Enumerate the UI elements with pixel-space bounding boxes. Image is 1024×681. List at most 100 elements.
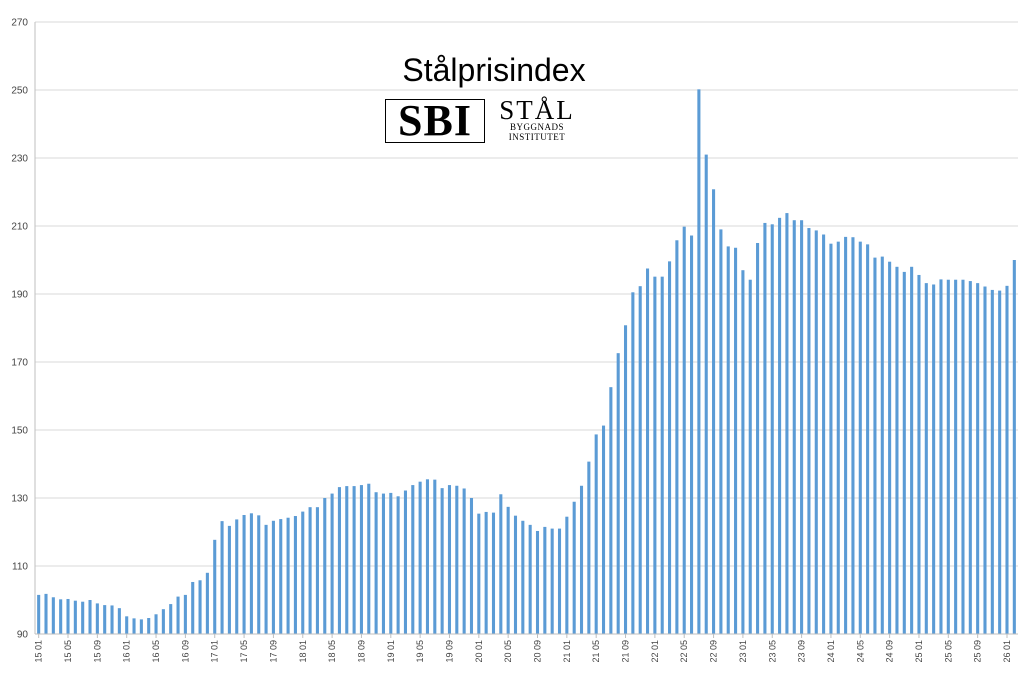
bar xyxy=(447,485,452,634)
x-tick-label: 24 05 xyxy=(855,640,865,663)
x-tick-label: 20 05 xyxy=(503,640,513,663)
bar xyxy=(998,290,1002,634)
bar xyxy=(594,434,598,634)
bar xyxy=(609,387,613,634)
bar xyxy=(726,246,730,634)
bar xyxy=(653,276,657,634)
bar xyxy=(822,234,826,634)
bar xyxy=(95,603,99,634)
bar xyxy=(484,511,488,634)
bar xyxy=(888,261,892,634)
bar xyxy=(983,286,987,634)
axes xyxy=(34,22,1018,638)
x-tick-label: 17 05 xyxy=(239,640,249,663)
bar xyxy=(756,243,760,634)
bar-series xyxy=(37,89,1016,635)
bar xyxy=(954,279,958,634)
bar xyxy=(315,507,319,634)
bar xyxy=(183,594,187,634)
stal-logo: STÅL BYGGNADS INSTITUTET xyxy=(497,95,577,143)
bar xyxy=(213,539,217,634)
stal-logo-text: STÅL xyxy=(499,95,575,125)
bar xyxy=(37,594,41,634)
bar xyxy=(565,516,569,634)
bar xyxy=(690,235,694,634)
bar xyxy=(829,243,833,634)
bar xyxy=(51,597,55,634)
bar xyxy=(910,266,914,634)
bar xyxy=(198,580,202,634)
bar xyxy=(154,614,158,634)
bar xyxy=(506,506,510,634)
bar xyxy=(939,279,943,634)
y-tick-label: 190 xyxy=(11,290,28,301)
bar xyxy=(88,600,92,634)
x-tick-label: 25 01 xyxy=(914,640,924,663)
bar xyxy=(924,283,928,634)
bar xyxy=(836,241,840,634)
bar xyxy=(257,515,261,634)
x-tick-label: 17 01 xyxy=(210,640,220,663)
y-tick-label: 110 xyxy=(12,562,28,573)
bar xyxy=(433,479,437,634)
x-tick-label: 16 05 xyxy=(151,640,161,663)
bar xyxy=(205,572,209,634)
x-tick-label: 22 09 xyxy=(709,640,719,663)
y-tick-label: 230 xyxy=(11,154,28,165)
bar xyxy=(968,281,972,634)
bar xyxy=(103,605,107,634)
x-tick-label: 22 01 xyxy=(650,640,660,663)
stal-logo-line1: BYGGNADS xyxy=(509,122,564,132)
bar xyxy=(660,276,664,634)
x-tick-label: 22 05 xyxy=(679,640,689,663)
bar xyxy=(770,224,774,635)
bar xyxy=(521,520,525,634)
x-tick-label: 18 05 xyxy=(327,640,337,663)
y-tick-label: 250 xyxy=(11,86,28,97)
chart-title: Stålprisindex xyxy=(402,52,585,88)
bar xyxy=(719,229,723,634)
x-tick-label: 25 09 xyxy=(973,640,983,663)
stal-logo-line2: INSTITUTET xyxy=(508,132,566,142)
bar xyxy=(161,609,165,634)
bar xyxy=(902,271,906,634)
bar xyxy=(528,524,532,634)
bar xyxy=(117,608,121,634)
bar xyxy=(411,485,415,634)
y-tick-label: 210 xyxy=(11,222,28,233)
bar xyxy=(800,220,804,634)
bar xyxy=(389,492,393,634)
bar xyxy=(866,244,870,635)
bar xyxy=(785,213,789,634)
x-tick-label: 21 09 xyxy=(621,640,631,663)
bar xyxy=(668,261,672,634)
bar xyxy=(132,618,136,634)
x-tick-label: 20 01 xyxy=(474,640,484,663)
x-tick-label: 19 01 xyxy=(386,640,396,663)
bar xyxy=(1012,260,1016,634)
x-tick-label: 26 01 xyxy=(1002,640,1012,663)
x-tick-label: 23 05 xyxy=(767,640,777,663)
bar xyxy=(110,605,114,634)
bar xyxy=(623,325,628,634)
bar xyxy=(858,241,862,634)
bar xyxy=(176,596,180,634)
x-tick-label: 18 01 xyxy=(298,640,308,663)
bar xyxy=(264,524,268,634)
bar xyxy=(425,479,430,634)
y-tick-label: 150 xyxy=(11,426,28,437)
bar xyxy=(125,616,129,634)
bar xyxy=(330,493,334,634)
bar xyxy=(337,487,341,634)
bar xyxy=(880,256,884,634)
bar xyxy=(169,604,173,634)
bar xyxy=(227,525,231,634)
bar xyxy=(543,526,547,634)
bar xyxy=(499,494,503,634)
x-tick-label: 24 01 xyxy=(826,640,836,663)
bar xyxy=(792,220,796,634)
bar xyxy=(646,268,650,634)
y-tick-label: 90 xyxy=(17,630,29,641)
bar xyxy=(367,483,371,634)
